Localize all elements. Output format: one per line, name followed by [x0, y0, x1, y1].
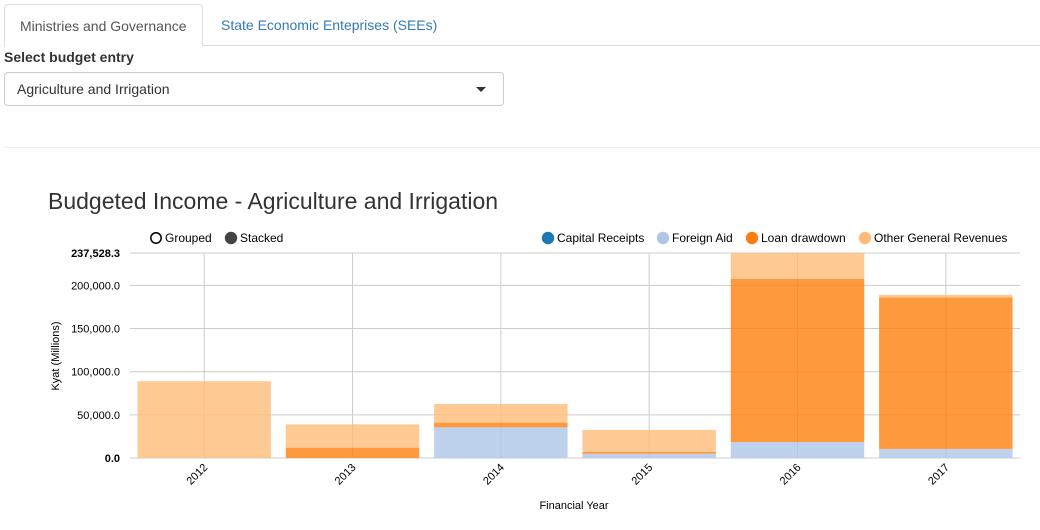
grouped-label[interactable]: Grouped [165, 231, 212, 245]
legend-item-loan-drawdown[interactable]: Loan drawdown [745, 231, 846, 245]
y-tick-label: 0.0 [105, 453, 120, 465]
y-tick-label: 237,528.3 [71, 248, 120, 260]
x-axis: 2012 2013 2014 2015 2016 2017 [184, 462, 951, 488]
stacked-radio[interactable] [224, 231, 238, 245]
bar-foreign-aid-2015[interactable] [582, 453, 716, 458]
legend-swatch[interactable] [745, 231, 759, 245]
legend-swatch[interactable] [541, 231, 555, 245]
budget-entry-value: Agriculture and Irrigation [17, 81, 170, 97]
legend-item-foreign-aid[interactable]: Foreign Aid [656, 231, 733, 245]
bar-loan-drawdown-2013[interactable] [285, 447, 420, 458]
x-tick-label: 2014 [481, 462, 507, 488]
y-axis-label: Kyat (Millions) [50, 321, 62, 390]
bar-loan-drawdown-2016[interactable] [730, 278, 865, 443]
x-tick-label: 2013 [333, 462, 359, 488]
legend-label[interactable]: Other General Revenues [874, 231, 1007, 245]
bar-other-general-revenues-2014[interactable] [434, 404, 568, 423]
bar-other-general-revenues-2017[interactable] [879, 294, 1013, 298]
chart-title: Budgeted Income - Agriculture and Irriga… [48, 188, 498, 214]
tab-bar: Ministries and Governance State Economic… [4, 4, 1040, 47]
x-tick-label: 2015 [629, 462, 655, 488]
y-tick-label: 150,000.0 [71, 324, 120, 336]
bar-other-general-revenues-2015[interactable] [582, 429, 716, 452]
bar-foreign-aid-2017[interactable] [879, 448, 1013, 458]
y-axis: 0.0 50,000.0 100,000.0 150,000.0 200,000.0 23… [71, 248, 120, 465]
legend-item-other-general-revenues[interactable]: Other General Revenues [858, 231, 1007, 245]
stacked-label[interactable]: Stacked [240, 231, 283, 245]
legend-swatch[interactable] [858, 231, 872, 245]
legend-item-capital-receipts[interactable]: Capital Receipts [541, 231, 644, 245]
tab-state-economic-enterprises[interactable]: State Economic Enteprises (SEEs) [221, 17, 438, 33]
bar-other-general-revenues-2013[interactable] [285, 424, 420, 448]
divider [4, 147, 1040, 148]
legend-label[interactable]: Loan drawdown [761, 231, 846, 245]
bar-loan-drawdown-2014[interactable] [434, 422, 568, 428]
stacked-control[interactable]: Stacked [224, 231, 283, 245]
y-tick-label: 200,000.0 [71, 280, 120, 292]
x-tick-label: 2017 [926, 462, 952, 488]
grouped-control[interactable]: Grouped [150, 231, 212, 245]
x-tick-label: 2012 [184, 462, 210, 488]
chart-grid [130, 252, 1020, 459]
legend-label[interactable]: Capital Receipts [557, 231, 644, 245]
bar-foreign-aid-2014[interactable] [434, 427, 568, 458]
chevron-down-icon[interactable] [476, 87, 486, 92]
budget-entry-select[interactable]: Agriculture and Irrigation [4, 72, 504, 106]
bar-loan-drawdown-2015[interactable] [582, 451, 716, 454]
x-axis-label: Financial Year [539, 500, 608, 512]
bar-loan-drawdown-2017[interactable] [879, 297, 1013, 449]
y-tick-label: 50,000.0 [77, 410, 120, 422]
grouped-radio[interactable] [150, 232, 162, 244]
chart-legend: Capital Receipts Foreign Aid Loan drawdown… [541, 231, 1007, 245]
legend-label[interactable]: Foreign Aid [672, 231, 733, 245]
budget-entry-label: Select budget entry [4, 49, 134, 65]
tab-ministries-and-governance[interactable]: Ministries and Governance [4, 4, 203, 47]
legend-swatch[interactable] [656, 231, 670, 245]
bar-other-general-revenues-2016[interactable] [730, 253, 865, 279]
bar-foreign-aid-2016[interactable] [730, 442, 865, 458]
bar-other-general-revenues-2012[interactable] [137, 381, 271, 458]
y-tick-label: 100,000.0 [71, 367, 120, 379]
x-tick-label: 2016 [778, 462, 804, 488]
chart-bars [137, 253, 1013, 458]
